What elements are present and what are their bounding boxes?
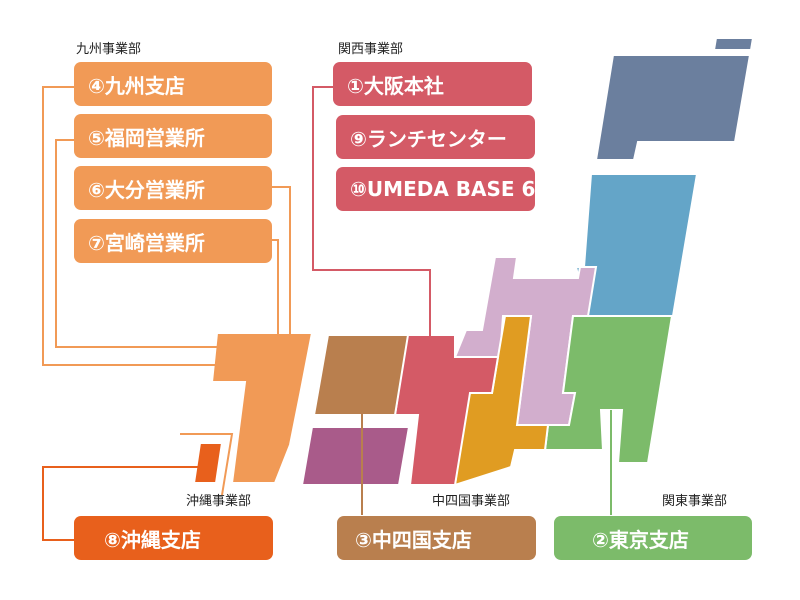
region-okinawa: [192, 442, 224, 484]
region-kanto: [543, 315, 674, 464]
okinawa-division-title: 沖縄事業部: [186, 494, 252, 509]
kanto-division-title: 関東事業部: [662, 494, 728, 509]
region-hokkaido: [594, 54, 752, 161]
office-umeda-base[interactable]: ⑩UMEDA BASE 60: [336, 167, 549, 211]
office-tokyo[interactable]: ②東京支店: [554, 516, 752, 560]
connector-miyazaki: [272, 239, 279, 470]
region-chugoku: [312, 334, 410, 416]
office-kyushu[interactable]: ④九州支店: [74, 62, 272, 106]
kyushu-division-title: 九州事業部: [76, 42, 142, 57]
office-osaka[interactable]: ①大阪本社: [333, 62, 532, 106]
chushikoku-division-title: 中四国事業部: [432, 494, 511, 509]
connector-fukuoka: [55, 139, 262, 348]
kansai-division-title: 関西事業部: [338, 42, 404, 57]
office-fukuoka[interactable]: ⑤福岡営業所: [74, 114, 272, 158]
region-shikoku: [300, 426, 411, 486]
office-okinawa[interactable]: ⑧沖縄支店: [74, 516, 273, 560]
office-chushikoku[interactable]: ③中四国支店: [337, 516, 536, 560]
connector-okinawa: [42, 466, 200, 541]
office-lunch-center[interactable]: ⑨ランチセンター: [336, 115, 535, 159]
region-tohoku: [574, 173, 699, 317]
connector-kyushu: [42, 86, 240, 366]
connector-okinawa-label: [180, 433, 234, 496]
office-miyazaki[interactable]: ⑦宮崎営業所: [74, 219, 272, 263]
connector-oita: [272, 186, 291, 420]
region-hokkaido-north: [712, 37, 755, 51]
office-oita[interactable]: ⑥大分営業所: [74, 166, 272, 210]
region-kyushu: [210, 332, 314, 484]
region-kansai: [393, 334, 500, 486]
connector-kansai: [312, 86, 431, 400]
